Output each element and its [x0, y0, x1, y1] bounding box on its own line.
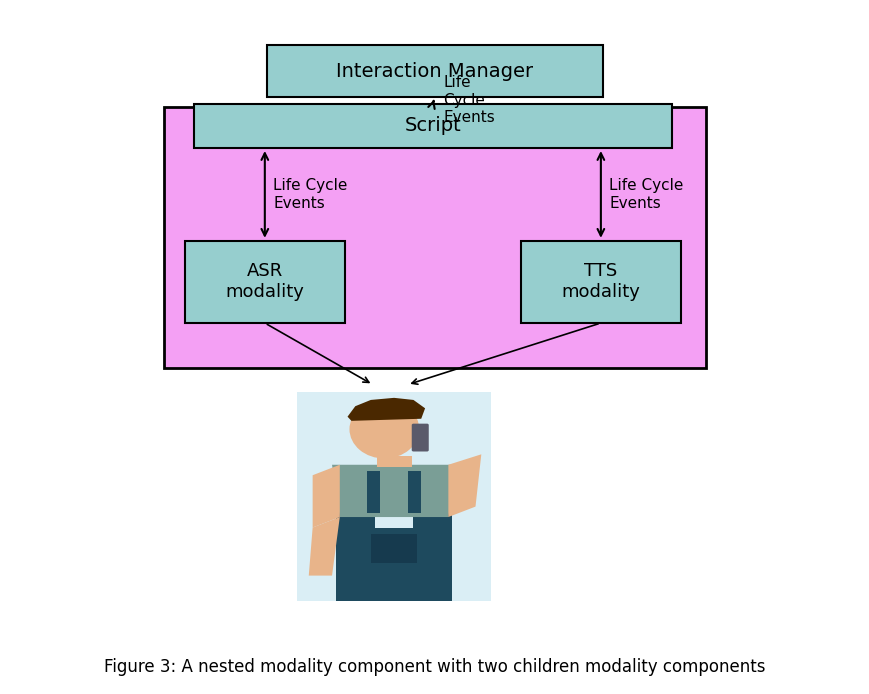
FancyBboxPatch shape — [367, 471, 380, 513]
Text: ASR
modality: ASR modality — [225, 262, 304, 301]
Polygon shape — [308, 517, 340, 575]
Polygon shape — [347, 398, 425, 421]
FancyBboxPatch shape — [411, 423, 428, 452]
Polygon shape — [448, 455, 481, 517]
FancyBboxPatch shape — [521, 241, 680, 323]
Text: Interaction Manager: Interaction Manager — [336, 62, 533, 81]
Ellipse shape — [349, 400, 419, 459]
Text: Figure 3: A nested modality component with two children modality components: Figure 3: A nested modality component wi… — [104, 658, 765, 676]
FancyBboxPatch shape — [297, 391, 490, 601]
Polygon shape — [332, 465, 455, 517]
Polygon shape — [312, 465, 340, 527]
Text: Life Cycle
Events: Life Cycle Events — [609, 178, 683, 211]
FancyBboxPatch shape — [163, 107, 706, 368]
FancyBboxPatch shape — [408, 471, 421, 513]
Text: Script: Script — [404, 117, 461, 135]
FancyBboxPatch shape — [185, 241, 344, 323]
Polygon shape — [335, 486, 452, 601]
FancyBboxPatch shape — [267, 45, 602, 96]
Text: TTS
modality: TTS modality — [561, 262, 640, 301]
FancyBboxPatch shape — [194, 103, 671, 148]
FancyBboxPatch shape — [370, 534, 417, 563]
Text: Life Cycle
Events: Life Cycle Events — [273, 178, 348, 211]
Text: Life
Cycle
Events: Life Cycle Events — [443, 75, 494, 125]
FancyBboxPatch shape — [376, 457, 411, 467]
